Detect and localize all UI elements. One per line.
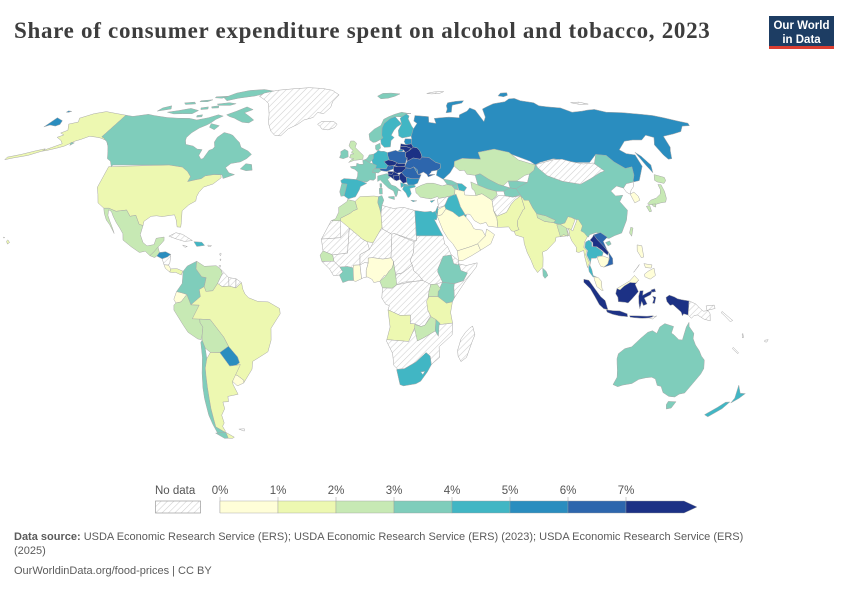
svg-text:1%: 1% — [270, 485, 287, 497]
svg-text:No data: No data — [155, 485, 196, 497]
svg-text:5%: 5% — [502, 485, 519, 497]
svg-text:0%: 0% — [212, 485, 229, 497]
svg-text:4%: 4% — [444, 485, 461, 497]
svg-text:3%: 3% — [386, 485, 403, 497]
svg-text:2%: 2% — [328, 485, 345, 497]
svg-text:6%: 6% — [560, 485, 577, 497]
svg-text:7%: 7% — [618, 485, 635, 497]
